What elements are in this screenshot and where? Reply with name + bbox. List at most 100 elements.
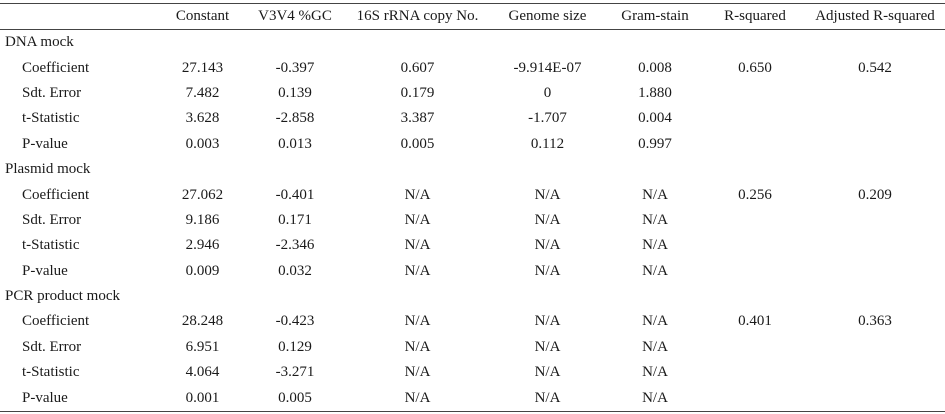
table-cell: N/A xyxy=(404,338,431,355)
table-cell xyxy=(805,81,945,106)
row-label: t-Statistic xyxy=(22,237,80,254)
table-cell: N/A xyxy=(534,237,561,254)
table-row: Sdt. Error 7.482 0.139 0.179 0 1.880 xyxy=(0,81,945,106)
table-cell: N/A xyxy=(534,313,561,330)
row-label: t-Statistic xyxy=(22,364,80,381)
table-cell: 0.004 xyxy=(638,110,672,127)
table-cell: 0.139 xyxy=(278,84,312,101)
row-label: Coefficient xyxy=(22,59,90,76)
table-cell xyxy=(705,106,805,131)
table-cell: 9.186 xyxy=(185,211,220,228)
table-cell: N/A xyxy=(534,389,561,406)
table-cell: 0.005 xyxy=(278,389,312,406)
group-row: DNA mock xyxy=(0,30,945,56)
table-cell: 27.062 xyxy=(181,186,224,203)
table-cell: 3.628 xyxy=(185,110,220,127)
table-cell: N/A xyxy=(404,262,431,279)
row-label: t-Statistic xyxy=(22,110,80,127)
table-cell: 2.946 xyxy=(185,237,220,254)
table-cell: N/A xyxy=(404,313,431,330)
table-cell xyxy=(805,132,945,157)
table-cell: 0.005 xyxy=(400,135,435,152)
table-cell: 0.013 xyxy=(278,135,312,152)
table-cell: N/A xyxy=(642,186,668,203)
header-cell-gram-stain: Gram-stain xyxy=(621,8,689,24)
group-label: PCR product mock xyxy=(5,288,120,305)
table-row: Coefficient 28.248 -0.423 N/A N/A N/A 0.401 0.3… xyxy=(0,309,945,334)
table-cell: 0.607 xyxy=(400,59,435,76)
table-cell xyxy=(805,259,945,284)
group-row: PCR product mock xyxy=(0,284,945,309)
row-label: P-value xyxy=(22,389,68,406)
table-cell: 6.951 xyxy=(185,338,220,355)
table-row: Coefficient 27.062 -0.401 N/A N/A N/A 0.256 0.2… xyxy=(0,182,945,207)
table-cell xyxy=(705,233,805,258)
table-cell xyxy=(805,335,945,360)
group-label: Plasmid mock xyxy=(5,161,91,178)
table-header: Constant V3V4 %GC 16S rRNA copy No. Geno… xyxy=(0,3,945,30)
table-cell: 0.209 xyxy=(858,186,892,203)
table-cell xyxy=(805,208,945,233)
table-cell: N/A xyxy=(534,262,561,279)
regression-table: Constant V3V4 %GC 16S rRNA copy No. Geno… xyxy=(0,3,945,412)
table-cell: 0.256 xyxy=(738,186,772,203)
header-row: Constant V3V4 %GC 16S rRNA copy No. Geno… xyxy=(0,3,945,30)
table-cell: N/A xyxy=(642,237,668,254)
row-label: Coefficient xyxy=(22,313,90,330)
header-cell-r-squared: R-squared xyxy=(724,8,786,24)
table-cell: -3.271 xyxy=(275,364,315,381)
table-cell xyxy=(705,81,805,106)
table-cell: 27.143 xyxy=(181,59,224,76)
table-cell: N/A xyxy=(404,389,431,406)
header-cell-constant: Constant xyxy=(175,8,230,24)
table-cell: -2.858 xyxy=(275,110,315,127)
table-cell xyxy=(705,335,805,360)
table-cell: N/A xyxy=(534,211,561,228)
table-cell xyxy=(705,385,805,411)
table-row: P-value 0.001 0.005 N/A N/A N/A xyxy=(0,385,945,412)
table-cell: -0.401 xyxy=(275,186,315,203)
row-label: Sdt. Error xyxy=(22,84,82,101)
table-cell xyxy=(705,132,805,157)
table-cell: -0.397 xyxy=(275,59,315,76)
table-row: Coefficient 27.143 -0.397 0.607 -9.914E-07 0.… xyxy=(0,55,945,80)
table-cell: 0.112 xyxy=(530,135,565,152)
table-row: t-Statistic 3.628 -2.858 3.387 -1.707 0.004 xyxy=(0,106,945,131)
table-cell: 3.387 xyxy=(400,110,435,127)
table-cell: 0.032 xyxy=(278,262,312,279)
row-label: P-value xyxy=(22,262,68,279)
header-cell-16s-copy-no: 16S rRNA copy No. xyxy=(356,8,479,24)
table-cell: 0 xyxy=(543,84,552,101)
table-cell: -9.914E-07 xyxy=(513,59,582,76)
table-row: Sdt. Error 6.951 0.129 N/A N/A N/A xyxy=(0,335,945,360)
table-cell: -0.423 xyxy=(275,313,315,330)
table-cell: N/A xyxy=(642,364,668,381)
table-cell xyxy=(805,360,945,385)
table-cell: N/A xyxy=(404,186,431,203)
table-cell: 0.997 xyxy=(638,135,672,152)
table-cell: N/A xyxy=(534,338,561,355)
header-cell-adjusted-r-squared: Adjusted R-squared xyxy=(815,8,935,24)
table-cell: N/A xyxy=(642,389,668,406)
table-cell xyxy=(705,208,805,233)
table-cell: N/A xyxy=(404,211,431,228)
table-row: Sdt. Error 9.186 0.171 N/A N/A N/A xyxy=(0,208,945,233)
group-row: Plasmid mock xyxy=(0,157,945,182)
table-cell xyxy=(705,259,805,284)
table-cell: 0.179 xyxy=(400,84,435,101)
row-label: P-value xyxy=(22,135,68,152)
table-cell: 0.003 xyxy=(185,135,220,152)
table-row: t-Statistic 4.064 -3.271 N/A N/A N/A xyxy=(0,360,945,385)
table-cell: -1.707 xyxy=(528,110,567,127)
table-cell xyxy=(805,233,945,258)
group-label: DNA mock xyxy=(5,34,74,51)
table-row: t-Statistic 2.946 -2.346 N/A N/A N/A xyxy=(0,233,945,258)
table-cell: N/A xyxy=(642,211,668,228)
table-cell xyxy=(805,106,945,131)
table-cell: N/A xyxy=(534,364,561,381)
header-cell-v3v4-gc: V3V4 %GC xyxy=(258,8,332,24)
row-label: Coefficient xyxy=(22,186,90,203)
header-cell-empty xyxy=(0,4,160,30)
table-cell: N/A xyxy=(642,313,668,330)
